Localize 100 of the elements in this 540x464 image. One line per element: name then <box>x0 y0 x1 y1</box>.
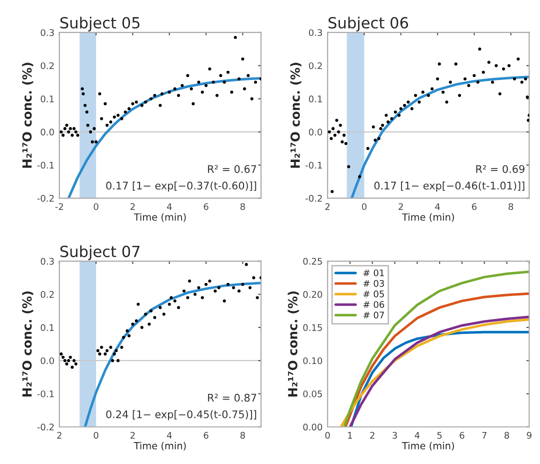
point <box>347 165 350 168</box>
x-tick-label: 6 <box>204 203 208 210</box>
x-tick-label: 0 <box>94 203 98 210</box>
x-tick-label: 2 <box>370 432 374 439</box>
point <box>70 366 74 369</box>
point <box>116 359 120 362</box>
point <box>384 114 388 117</box>
annotation: 0.17 [1− exp[−0.46(t-1.01)]] <box>374 181 524 192</box>
point <box>498 92 502 96</box>
annotation: R² = 0.67 <box>208 165 256 173</box>
point <box>60 352 63 356</box>
point <box>344 142 348 146</box>
point <box>252 276 256 280</box>
y-tick-label: 0.3 <box>40 258 54 265</box>
point <box>162 312 166 316</box>
line-series <box>67 76 262 198</box>
y-tick-label: 0.15 <box>303 324 322 332</box>
point <box>374 138 377 142</box>
point <box>153 316 156 320</box>
y-tick-label: 0.1 <box>40 324 54 332</box>
point <box>467 84 470 88</box>
point <box>131 322 134 326</box>
y-tick-label: 0.3 <box>308 29 322 36</box>
point <box>526 96 529 99</box>
point <box>372 125 375 128</box>
annotation: 0.24 [1− exp[−0.45(t-0.75)]] <box>106 410 256 420</box>
annotation: 0.17 [1− exp[−0.37(t-0.60)]] <box>106 181 256 192</box>
y-axis-title: H₂¹⁷O conc. (%) <box>22 62 34 168</box>
point <box>338 124 342 127</box>
point <box>226 282 230 286</box>
x-tick-label: 2 <box>398 203 403 210</box>
point <box>507 64 511 68</box>
x-tick-label: 0 <box>362 203 366 210</box>
point <box>188 280 192 283</box>
y-tick-label: 0.10 <box>303 357 322 364</box>
point <box>193 292 197 296</box>
y-tick-label: -0.1 <box>37 162 54 169</box>
point <box>482 70 485 74</box>
y-tick-label: 0.0 <box>40 357 54 364</box>
chart-title: Subject 05 <box>60 16 140 32</box>
point <box>340 140 344 144</box>
point <box>96 349 100 352</box>
x-tick-label: 8 <box>240 432 245 439</box>
point <box>74 362 78 366</box>
point <box>232 286 236 290</box>
point <box>176 306 180 310</box>
x-tick-label: 6 <box>204 432 208 439</box>
point <box>502 67 506 70</box>
point <box>512 77 516 80</box>
point <box>214 289 217 293</box>
y-tick-label: -0.1 <box>306 162 322 169</box>
y-axis-title: H₂¹⁷O conc. (%) <box>290 62 302 168</box>
x-tick-label: 2 <box>57 432 62 439</box>
y-axis-title: H₂¹⁷O conc. (%) <box>22 291 34 396</box>
point <box>406 100 410 104</box>
point <box>330 136 333 140</box>
point <box>441 90 445 94</box>
point <box>134 319 138 322</box>
point <box>516 57 520 61</box>
y-tick-label: 0.05 <box>303 390 322 398</box>
point <box>377 136 380 140</box>
x-tick-label: 0 <box>325 432 330 439</box>
point <box>342 134 346 137</box>
x-tick-label: -2 <box>55 203 63 210</box>
point <box>478 48 482 51</box>
annotation: R² = 0.87 <box>208 394 256 402</box>
point <box>421 90 424 94</box>
point <box>241 282 244 286</box>
x-tick-label: 3 <box>392 432 397 439</box>
point <box>472 74 476 78</box>
point <box>104 352 107 356</box>
y-tick-label: 0.0 <box>308 128 322 136</box>
point <box>403 104 406 107</box>
legend-label: # 05 <box>363 290 384 298</box>
point <box>63 359 66 362</box>
point <box>109 346 112 349</box>
point <box>418 100 421 104</box>
point <box>120 346 124 349</box>
point <box>144 312 148 316</box>
x-axis-title: Time (min) <box>402 213 454 222</box>
point <box>381 124 384 127</box>
point <box>122 336 126 339</box>
x-tick-label: 2 <box>130 432 135 439</box>
x-tick-label: 4 <box>435 203 440 210</box>
point <box>390 117 394 120</box>
point <box>98 352 102 356</box>
chart-title: Subject 06 <box>328 16 408 32</box>
point <box>217 286 220 290</box>
point <box>494 64 498 68</box>
point <box>197 286 200 290</box>
x-tick-label: 4 <box>166 203 172 210</box>
point <box>106 349 109 352</box>
point <box>490 80 494 84</box>
y-axis-title: H₂¹⁷O conc. (%) <box>288 291 299 396</box>
x-tick-label: 9 <box>526 432 532 439</box>
x-tick-label: 6 <box>460 432 464 439</box>
point <box>476 80 480 84</box>
point <box>114 349 118 352</box>
y-tick-label: -0.1 <box>37 390 54 398</box>
y-tick-label: -0.2 <box>306 194 322 202</box>
